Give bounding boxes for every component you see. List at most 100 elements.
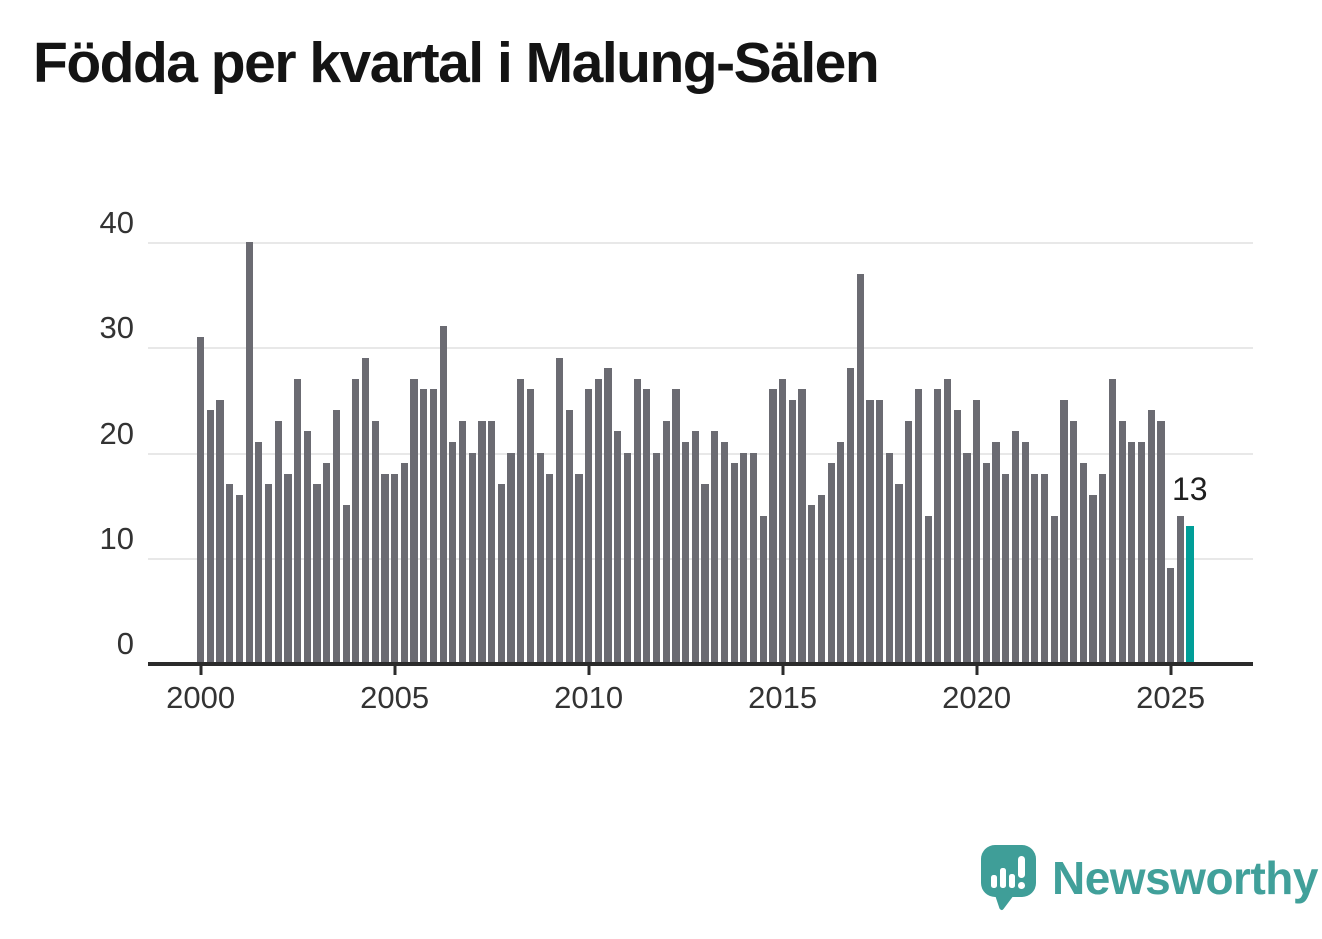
bar — [701, 484, 709, 663]
bar — [517, 378, 525, 663]
gridline-y-20 — [148, 452, 1253, 455]
newsworthy-logo: Newsworthy — [981, 845, 1318, 911]
bar — [226, 484, 234, 663]
bar — [1167, 568, 1175, 663]
bar — [1060, 399, 1068, 663]
bar — [1128, 441, 1136, 663]
bar — [769, 389, 777, 663]
x-axis-line — [148, 662, 1253, 666]
bar — [255, 441, 263, 663]
bar — [1031, 473, 1039, 663]
bar-highlighted — [1186, 526, 1194, 663]
bar — [468, 452, 476, 663]
bar — [575, 473, 583, 663]
x-axis-label-2020: 2020 — [942, 680, 1012, 715]
bar — [837, 441, 845, 663]
bar — [1011, 431, 1020, 663]
bar — [1147, 410, 1155, 663]
bar — [594, 378, 602, 663]
bar — [342, 505, 350, 663]
gridline-y-40 — [148, 242, 1253, 244]
bar — [982, 463, 990, 663]
bar — [216, 399, 224, 663]
bar — [429, 389, 438, 663]
bar — [507, 452, 515, 663]
bar — [614, 431, 622, 663]
bar — [740, 452, 748, 663]
bar — [788, 399, 796, 663]
bar — [352, 378, 360, 663]
y-axis-label-20: 20 — [99, 415, 134, 451]
y-axis-label-40: 40 — [99, 205, 134, 240]
bar — [235, 494, 244, 663]
x-axis-tick-2015 — [781, 666, 785, 675]
bar — [730, 463, 738, 663]
bar — [992, 441, 1000, 663]
x-axis-tick-2025 — [1169, 666, 1173, 675]
bar — [420, 389, 428, 663]
x-axis-label-2010: 2010 — [554, 680, 624, 715]
bar — [526, 389, 535, 663]
bar — [1157, 420, 1165, 663]
bar — [264, 484, 273, 663]
bar — [711, 431, 719, 663]
bar — [934, 389, 942, 663]
bar — [294, 378, 302, 663]
bar — [672, 389, 680, 663]
bar — [313, 484, 321, 663]
bar — [876, 399, 884, 663]
bar — [798, 389, 806, 663]
x-axis-label-2005: 2005 — [360, 680, 430, 715]
y-axis-label-30: 30 — [99, 310, 134, 346]
newsworthy-logo-icon — [981, 845, 1036, 911]
y-axis-label-0: 0 — [116, 626, 134, 661]
bar — [749, 452, 758, 663]
x-axis-label-2025: 2025 — [1136, 680, 1206, 715]
bar — [720, 441, 729, 663]
bar — [856, 273, 864, 663]
bar — [943, 378, 952, 663]
bar — [1040, 473, 1049, 663]
bar — [391, 473, 399, 663]
bar — [546, 473, 554, 663]
bar — [439, 326, 447, 663]
bar — [565, 410, 573, 663]
bar-chart-plot-area: 0 10 20 30 40 2000 2005 2010 2015 2020 2025 13 — [100, 205, 1253, 715]
x-axis-tick-2010 — [587, 666, 591, 675]
bar — [924, 515, 932, 663]
bar — [274, 420, 282, 663]
bar — [206, 410, 214, 663]
bar — [1099, 473, 1107, 663]
bar — [953, 410, 961, 663]
bar — [381, 473, 389, 663]
bar — [458, 420, 467, 663]
bar — [284, 473, 292, 663]
y-axis-label-10: 10 — [99, 520, 134, 556]
bar — [662, 420, 670, 663]
bar — [449, 441, 457, 663]
bar — [1176, 515, 1184, 663]
x-axis-tick-2000 — [199, 666, 203, 675]
bar — [1108, 378, 1117, 663]
bar — [497, 484, 505, 663]
bar — [817, 494, 826, 663]
bar — [779, 378, 787, 663]
bar — [652, 452, 661, 663]
bar — [1002, 473, 1010, 663]
x-axis-tick-2020 — [975, 666, 979, 675]
bar — [905, 420, 913, 663]
bar — [1070, 420, 1078, 663]
bar — [691, 431, 699, 663]
bar — [361, 357, 370, 663]
bar — [488, 420, 496, 663]
bar — [963, 452, 971, 663]
bar — [323, 463, 331, 663]
bar — [555, 357, 564, 663]
bar — [1021, 441, 1029, 663]
x-axis-label-2000: 2000 — [166, 680, 236, 715]
bar — [643, 389, 651, 663]
bar — [633, 378, 641, 663]
bar — [410, 378, 418, 663]
bar — [197, 336, 205, 663]
x-axis-label-2015: 2015 — [748, 680, 818, 715]
